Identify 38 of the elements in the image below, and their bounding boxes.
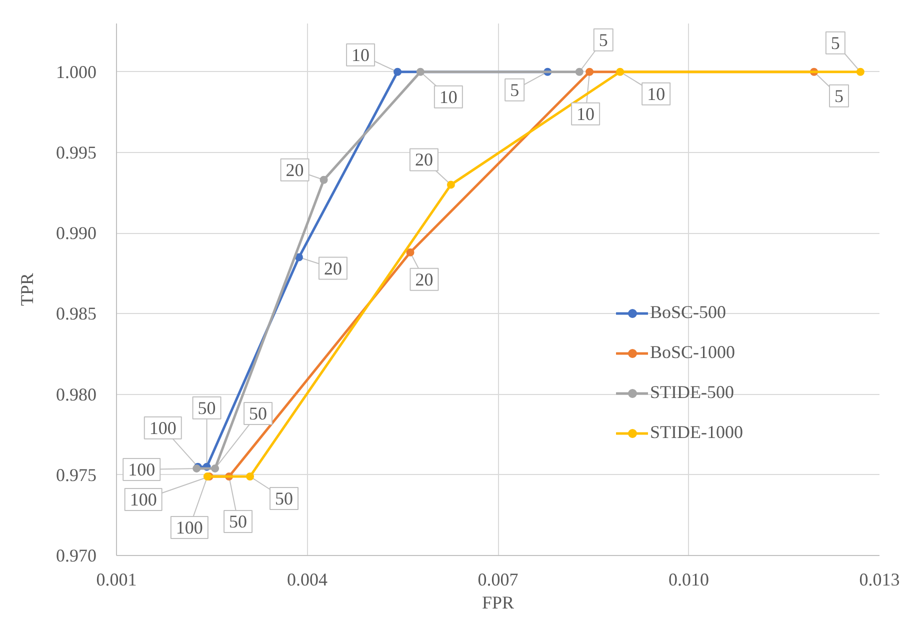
- annotation: 10: [352, 44, 370, 65]
- annotation: 10: [576, 104, 595, 124]
- legend-label: BoSC-1000: [650, 342, 736, 363]
- y-axis-title: TPR: [17, 272, 37, 306]
- x-tick-label: 0.010: [668, 570, 709, 590]
- annotation: 100: [176, 518, 203, 538]
- annotation: 20: [415, 269, 434, 290]
- annotation: 20: [286, 160, 304, 180]
- annotation: 20: [414, 150, 433, 170]
- x-axis-title: FPR: [482, 592, 514, 612]
- y-tick-label: 0.970: [56, 546, 96, 566]
- x-tick-label: 0.013: [859, 570, 900, 590]
- x-tick-label: 0.004: [287, 570, 328, 590]
- legend-label: BoSC-500: [650, 302, 726, 323]
- y-tick-label: 0.985: [56, 304, 96, 324]
- annotation: 100: [130, 490, 157, 510]
- annotation: 5: [834, 86, 844, 106]
- annotation: 5: [830, 32, 840, 53]
- x-tick-label: 0.001: [96, 570, 137, 590]
- annotation: 100: [149, 418, 176, 438]
- annotation: 5: [598, 30, 608, 50]
- annotation: 50: [229, 512, 248, 532]
- y-tick-label: 1.000: [56, 62, 96, 82]
- annotation: 10: [647, 84, 666, 104]
- y-tick-label: 0.990: [56, 223, 96, 244]
- annotation: 20: [324, 258, 342, 278]
- annotation: 100: [128, 459, 156, 480]
- legend-label: STIDE-500: [650, 382, 734, 403]
- y-tick-label: 0.980: [56, 384, 96, 404]
- y-tick-label: 0.975: [56, 464, 96, 485]
- annotation: 5: [510, 80, 520, 100]
- legend-label: STIDE-1000: [650, 422, 743, 443]
- annotation: 50: [275, 488, 294, 509]
- annotation: 10: [439, 86, 458, 107]
- annotation: 50: [249, 403, 268, 424]
- y-tick-label: 0.995: [56, 142, 96, 162]
- annotation: 50: [198, 398, 216, 418]
- x-tick-label: 0.007: [478, 570, 518, 590]
